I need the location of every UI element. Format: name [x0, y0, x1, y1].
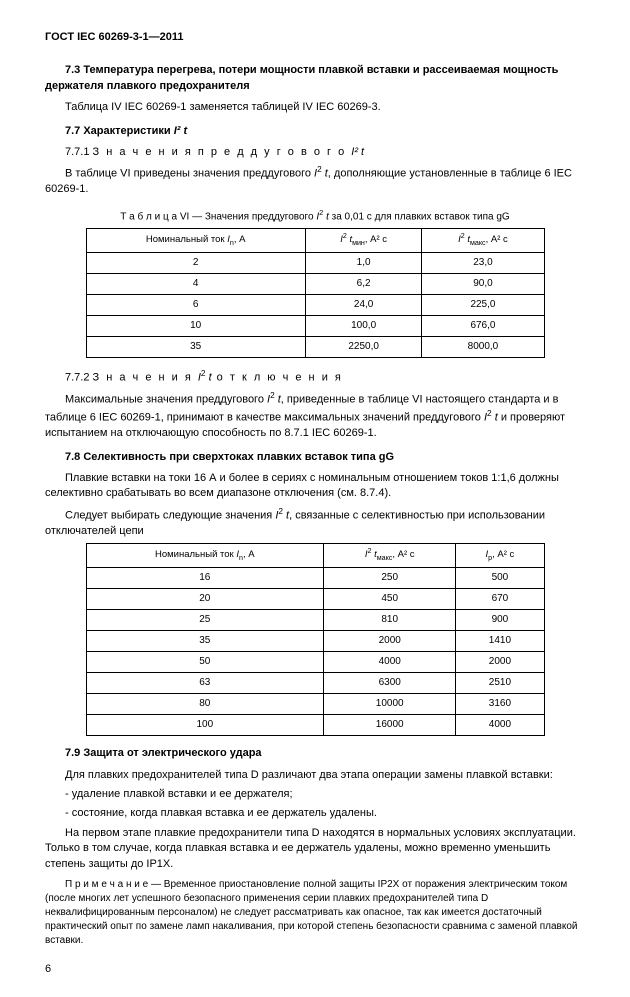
table-cell: 24,0	[305, 295, 422, 316]
table-cell: 2250,0	[305, 337, 422, 358]
table-cell: 225,0	[422, 295, 544, 316]
table-6: Номинальный ток In, А I2 tмин, А² с I2 t…	[86, 228, 545, 358]
section-7-8-p2: Следует выбирать следующие значения I2 t…	[45, 506, 585, 539]
subsection-num: 7.7.1	[65, 146, 93, 158]
col-2-header: I2 tмакс, А² с	[324, 544, 456, 568]
table-6-caption: Т а б л и ц а VI — Значения преддугового…	[45, 208, 585, 224]
text-a: Следует выбирать следующие значения	[65, 509, 275, 521]
section-7-3-p1: Таблица IV IEC 60269-1 заменяется таблиц…	[45, 100, 585, 115]
table-cell: 500	[456, 568, 544, 589]
table-row: 624,0225,0	[86, 295, 544, 316]
col-1-header: Номинальный ток In, А	[86, 229, 305, 253]
table-cell: 676,0	[422, 316, 544, 337]
table-cell: 6300	[324, 673, 456, 694]
table-cell: 50	[86, 652, 324, 673]
section-7-9-p2: На первом этапе плавкие предохранители т…	[45, 826, 585, 872]
table-header-row: Номинальный ток In, А I2 tмин, А² с I2 t…	[86, 229, 544, 253]
table-cell: 2510	[456, 673, 544, 694]
formula: I² t	[174, 125, 187, 137]
section-7-7-title: 7.7 Характеристики I² t	[45, 124, 585, 139]
text-a: В таблице VI приведены значения преддуго…	[65, 168, 314, 180]
bullet-2: - состояние, когда плавкая вставка и ее …	[45, 806, 585, 821]
table-cell: 16000	[324, 715, 456, 736]
section-7-8-p1: Плавкие вставки на токи 16 А и более в с…	[45, 471, 585, 502]
label-a: З н а ч е н и я	[93, 372, 198, 384]
table-cell: 23,0	[422, 253, 544, 274]
table-cell: 10000	[324, 694, 456, 715]
caption-b: за 0,01 с для плавких вставок типа gG	[329, 211, 510, 222]
table-cell: 3160	[456, 694, 544, 715]
table-row: 10100,0676,0	[86, 316, 544, 337]
table-cell: 2000	[324, 631, 456, 652]
caption-a: Т а б л и ц а VI — Значения преддугового	[120, 211, 316, 222]
document-code: ГОСТ IEC 60269-3-1—2011	[45, 30, 585, 45]
section-7-3-title: 7.3 Температура перегрева, потери мощнос…	[45, 63, 585, 94]
table-cell: 670	[456, 589, 544, 610]
col-3-header: I2 tмакс, А² с	[422, 229, 544, 253]
section-7-9-title: 7.9 Защита от электрического удара	[45, 746, 585, 761]
table-cell: 6	[86, 295, 305, 316]
table-cell: 35	[86, 337, 305, 358]
section-7-9-note: П р и м е ч а н и е — Временное приостан…	[45, 878, 585, 948]
table-row: 21,023,0	[86, 253, 544, 274]
table-cell: 250	[324, 568, 456, 589]
table-cell: 63	[86, 673, 324, 694]
table-row: 352250,08000,0	[86, 337, 544, 358]
col-3-header: Ip, А² с	[456, 544, 544, 568]
bullet-1: - удаление плавкой вставки и ее держател…	[45, 787, 585, 802]
table-cell: 6,2	[305, 274, 422, 295]
subsection-num: 7.7.2	[65, 372, 93, 384]
table-row: 5040002000	[86, 652, 544, 673]
table-cell: 810	[324, 610, 456, 631]
table-7-8: Номинальный ток In, А I2 tмакс, А² с Ip,…	[86, 543, 545, 736]
table-cell: 4000	[324, 652, 456, 673]
section-7-7-1-line: 7.7.1 З н а ч е н и я п р е д д у г о в …	[45, 145, 585, 160]
table-cell: 35	[86, 631, 324, 652]
table-cell: 2000	[456, 652, 544, 673]
table-row: 6363002510	[86, 673, 544, 694]
table-row: 20450670	[86, 589, 544, 610]
label-b: о т к л ю ч е н и я	[212, 372, 343, 384]
table-cell: 10	[86, 316, 305, 337]
section-7-7-2-line: 7.7.2 З н а ч е н и я I2 t о т к л ю ч е…	[45, 368, 585, 386]
table-header-row: Номинальный ток In, А I2 tмакс, А² с Ip,…	[86, 544, 544, 568]
section-7-7-2-p1: Максимальные значения преддугового I2 t,…	[45, 390, 585, 441]
text-a: Максимальные значения преддугового	[65, 394, 267, 406]
col-1-header: Номинальный ток In, А	[86, 544, 324, 568]
table-cell: 4000	[456, 715, 544, 736]
table-cell: 90,0	[422, 274, 544, 295]
table-cell: 8000,0	[422, 337, 544, 358]
section-7-9-p1: Для плавких предохранителей типа D разли…	[45, 768, 585, 783]
col-2-header: I2 tмин, А² с	[305, 229, 422, 253]
table-cell: 450	[324, 589, 456, 610]
formula: I² t	[351, 146, 364, 158]
table-row: 80100003160	[86, 694, 544, 715]
page-number: 6	[45, 962, 585, 977]
table-cell: 16	[86, 568, 324, 589]
table-cell: 1,0	[305, 253, 422, 274]
table-row: 100160004000	[86, 715, 544, 736]
table-cell: 2	[86, 253, 305, 274]
table-cell: 25	[86, 610, 324, 631]
section-7-7-1-p1: В таблице VI приведены значения преддуго…	[45, 164, 585, 197]
subsection-label: З н а ч е н и я п р е д д у г о в о г о	[93, 146, 352, 158]
table-cell: 4	[86, 274, 305, 295]
table-cell: 20	[86, 589, 324, 610]
title-text: 7.7 Характеристики	[65, 125, 174, 137]
table-cell: 100	[86, 715, 324, 736]
table-row: 3520001410	[86, 631, 544, 652]
table-row: 46,290,0	[86, 274, 544, 295]
table-cell: 80	[86, 694, 324, 715]
table-cell: 900	[456, 610, 544, 631]
table-row: 25810900	[86, 610, 544, 631]
table-row: 16250500	[86, 568, 544, 589]
table-cell: 100,0	[305, 316, 422, 337]
table-cell: 1410	[456, 631, 544, 652]
section-7-8-title: 7.8 Селективность при сверхтоках плавких…	[45, 450, 585, 465]
